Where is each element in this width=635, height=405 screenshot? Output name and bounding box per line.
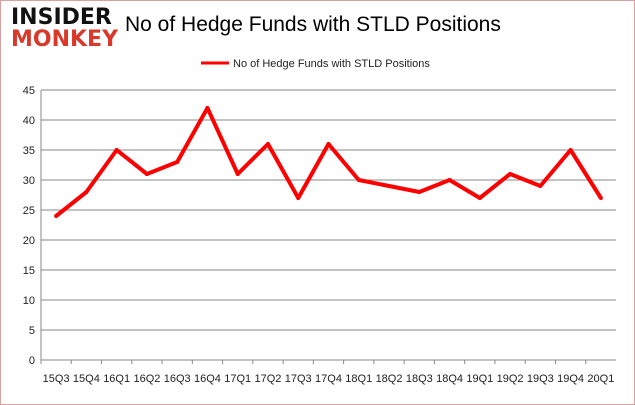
data-point: [447, 178, 452, 182]
y-tick-label: 10: [23, 295, 35, 307]
y-tick-label: 35: [23, 145, 35, 157]
data-point: [296, 196, 301, 200]
x-tick-label: 16Q4: [194, 373, 221, 385]
y-tick-label: 30: [23, 175, 35, 187]
insider-monkey-logo: INSIDER MONKEY: [11, 7, 118, 51]
y-tick-label: 0: [29, 355, 35, 367]
data-point: [508, 172, 513, 176]
data-point: [54, 214, 59, 218]
y-tick-label: 15: [23, 265, 35, 277]
x-tick-label: 18Q1: [345, 373, 372, 385]
x-tick-label: 15Q4: [73, 373, 100, 385]
data-point: [387, 184, 392, 188]
x-tick-label: 16Q2: [133, 373, 160, 385]
x-tick-label: 19Q1: [466, 373, 493, 385]
x-tick-label: 19Q3: [527, 373, 554, 385]
y-tick-label: 25: [23, 205, 35, 217]
x-tick-label: 18Q2: [376, 373, 403, 385]
y-tick-label: 40: [23, 115, 35, 127]
x-tick-label: 18Q4: [436, 373, 463, 385]
logo-line2: MONKEY: [11, 27, 119, 52]
data-point: [417, 190, 422, 194]
y-tick-label: 20: [23, 235, 35, 247]
x-tick-label: 17Q1: [224, 373, 251, 385]
legend-label: No of Hedge Funds with STLD Positions: [233, 58, 430, 70]
data-point: [84, 190, 89, 194]
y-tick-label: 5: [29, 325, 35, 337]
data-point: [568, 148, 573, 152]
data-point: [326, 142, 331, 146]
x-tick-label: 20Q1: [587, 373, 614, 385]
data-point: [477, 196, 482, 200]
logo-line1: INSIDER: [11, 5, 112, 30]
data-point: [175, 160, 180, 164]
x-tick-label: 17Q4: [315, 373, 342, 385]
data-point: [205, 106, 210, 110]
x-tick-label: 17Q2: [255, 373, 282, 385]
chart-title: No of Hedge Funds with STLD Positions: [125, 13, 501, 36]
series-line: [54, 106, 603, 218]
data-point: [538, 184, 543, 188]
x-tick-label: 17Q3: [285, 373, 312, 385]
data-point: [356, 178, 361, 182]
y-tick-label: 45: [23, 85, 35, 97]
x-tick-label: 16Q3: [164, 373, 191, 385]
data-point: [114, 148, 119, 152]
x-tick-label: 15Q3: [43, 373, 70, 385]
data-point: [235, 172, 240, 176]
data-point: [265, 142, 270, 146]
data-point: [598, 196, 603, 200]
x-tick-label: 18Q3: [406, 373, 433, 385]
x-tick-label: 19Q4: [557, 373, 584, 385]
x-tick-label: 16Q1: [103, 373, 130, 385]
data-point: [144, 172, 149, 176]
x-tick-label: 19Q2: [497, 373, 524, 385]
